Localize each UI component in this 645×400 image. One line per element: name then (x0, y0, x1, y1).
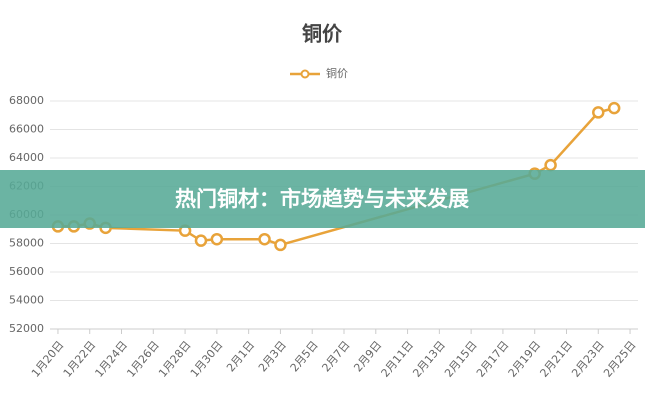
y-tick-label: 68000 (9, 94, 44, 107)
y-tick-label: 52000 (9, 322, 44, 335)
x-tick-label: 1月22日 (61, 339, 99, 380)
x-tick-label: 1月26日 (124, 339, 162, 380)
x-tick-label: 2月19日 (506, 339, 544, 380)
x-tick-label: 2月7日 (319, 339, 352, 375)
x-tick-label: 2月3日 (256, 339, 289, 375)
y-tick-label: 54000 (9, 294, 44, 307)
data-point (274, 238, 287, 252)
x-tick-label: 2月15日 (442, 339, 480, 380)
x-tick-label: 2月5日 (288, 339, 321, 375)
data-point (210, 232, 224, 246)
y-tick-label: 66000 (9, 123, 44, 136)
legend-label: 铜价 (326, 66, 348, 80)
x-tick-label: 2月23日 (569, 339, 607, 380)
data-point (592, 106, 605, 119)
y-tick-label: 64000 (9, 151, 44, 164)
chart-title: 铜价 (302, 22, 343, 46)
x-tick-label: 1月20日 (29, 339, 67, 380)
x-tick-label: 2月1日 (224, 339, 257, 375)
legend-marker (300, 69, 310, 79)
data-point (544, 158, 557, 172)
x-tick-label: 1月28日 (156, 339, 194, 380)
banner-text: 热门铜材：市场趋势与未来发展 (175, 187, 469, 211)
x-tick-label: 2月17日 (474, 339, 512, 380)
x-tick-label: 1月24日 (93, 339, 131, 380)
x-tick-label: 2月21日 (537, 339, 575, 380)
data-point (607, 101, 621, 115)
y-tick-label: 56000 (9, 265, 44, 278)
data-point (194, 234, 208, 247)
y-tick-label: 58000 (9, 237, 44, 250)
x-tick-label: 1月30日 (188, 339, 226, 380)
x-tick-label: 2月25日 (601, 339, 639, 380)
data-point (258, 232, 271, 246)
x-tick-label: 2月11日 (379, 339, 417, 380)
banner (0, 170, 645, 228)
x-tick-label: 2月13日 (410, 339, 448, 380)
